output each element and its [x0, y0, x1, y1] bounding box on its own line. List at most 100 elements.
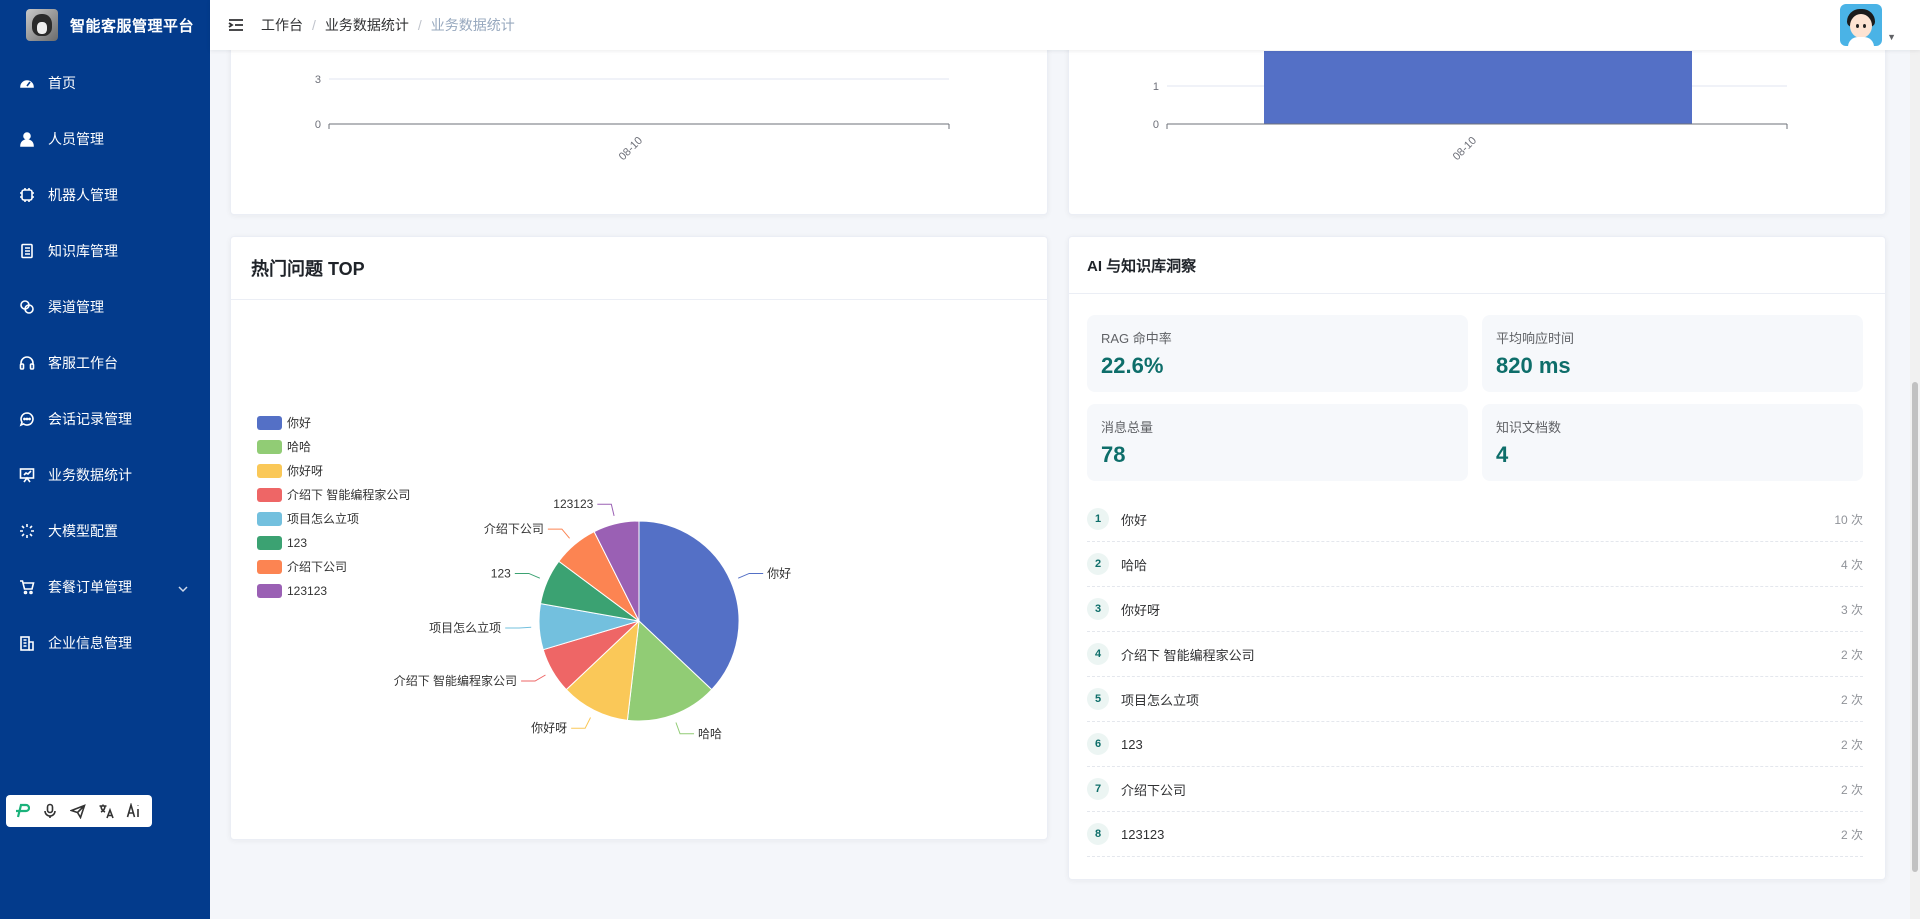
stat-value: 820 ms	[1496, 353, 1571, 378]
stat-doc-count: 知识文档数 4	[1482, 404, 1863, 481]
page-scrollbar-thumb[interactable]	[1912, 382, 1918, 872]
list-item: 8 123123 2 次	[1087, 812, 1863, 857]
chart-bar	[1264, 51, 1692, 124]
breadcrumb: 工作台 / 业务数据统计 / 业务数据统计	[261, 15, 515, 35]
pie-label: 你好	[767, 566, 791, 580]
card-header: AI 与知识库洞察	[1069, 237, 1885, 294]
pie-label: 你好呀	[531, 721, 567, 735]
translate-icon[interactable]	[96, 801, 116, 821]
list-item: 2 哈哈 4 次	[1087, 542, 1863, 587]
sidebar-item-label: 会话记录管理	[48, 411, 132, 427]
rank-count: 10 次	[1834, 512, 1863, 527]
pie-slice[interactable]	[638, 520, 740, 691]
legend-swatch[interactable]	[257, 464, 282, 478]
pie-label: 介绍下公司	[484, 522, 544, 536]
pie-slice[interactable]	[626, 619, 713, 722]
brand-title: 智能客服管理平台	[70, 17, 195, 35]
sidebar-item-workbench[interactable]: 客服工作台	[0, 335, 210, 391]
ai-insight-card: AI 与知识库洞察 RAG 命中率 22.6% 平均响应时间 820 ms 消息…	[1068, 236, 1886, 880]
rank-count: 2 次	[1840, 692, 1863, 707]
legend-swatch[interactable]	[257, 512, 282, 526]
breadcrumb-separator: /	[312, 17, 316, 33]
legend-label[interactable]: 介绍下 智能编程家公司	[287, 487, 410, 502]
caret-down-icon[interactable]: ▼	[1887, 32, 1896, 42]
pie-label: 123123	[553, 497, 593, 511]
sidebar-item-orders[interactable]: 套餐订单管理	[0, 559, 210, 615]
rank-question: 你好呀	[1121, 602, 1161, 618]
card-header: 热门问题 TOP	[231, 237, 1047, 300]
sidebar-item-channels[interactable]: 渠道管理	[0, 279, 210, 335]
y-tick-label: 0	[315, 119, 321, 131]
rank-number: 4	[1087, 643, 1109, 665]
x-tick-label: 08-10	[617, 135, 645, 163]
send-icon[interactable]	[68, 801, 88, 821]
sidebar-item-label: 知识库管理	[48, 243, 118, 259]
legend-swatch[interactable]	[257, 536, 282, 550]
sidebar-item-sessions[interactable]: 会话记录管理	[0, 391, 210, 447]
list-item: 7 介绍下公司 2 次	[1087, 767, 1863, 812]
chip-icon	[19, 187, 35, 203]
stat-label: 消息总量	[1101, 420, 1154, 435]
plugin-logo-icon[interactable]	[12, 801, 32, 821]
brand[interactable]: 智能客服管理平台	[0, 0, 210, 50]
rank-question: 项目怎么立项	[1121, 692, 1200, 708]
legend-swatch[interactable]	[257, 440, 282, 454]
legend-label[interactable]: 你好呀	[287, 464, 323, 478]
microphone-icon[interactable]	[40, 801, 60, 821]
sidebar-item-label: 大模型配置	[48, 523, 118, 539]
legend-swatch[interactable]	[257, 584, 282, 598]
pie-label-line	[571, 717, 591, 729]
link-icon	[19, 299, 35, 315]
x-tick-label: 08-10	[1451, 135, 1479, 163]
stat-grid: RAG 命中率 22.6% 平均响应时间 820 ms 消息总量 78 知识文档…	[1087, 315, 1863, 481]
sidebar-item-robots[interactable]: 机器人管理	[0, 167, 210, 223]
legend-label[interactable]: 介绍下公司	[287, 560, 347, 574]
legend-label[interactable]: 项目怎么立项	[287, 511, 359, 526]
book-icon	[19, 243, 35, 259]
card-title: AI 与知识库洞察	[1087, 257, 1197, 275]
floating-toolbar	[6, 795, 152, 827]
sidebar-item-llm-config[interactable]: 大模型配置	[0, 503, 210, 559]
sidebar-item-company[interactable]: 企业信息管理	[0, 615, 210, 671]
rank-number: 8	[1087, 823, 1109, 845]
legend-label[interactable]: 123123	[287, 584, 327, 598]
sidebar-item-label: 套餐订单管理	[48, 579, 132, 595]
stat-value: 4	[1496, 442, 1509, 467]
legend-swatch[interactable]	[257, 488, 282, 502]
pie-slice[interactable]	[565, 619, 640, 721]
brand-logo	[26, 9, 58, 41]
legend-swatch[interactable]	[257, 560, 282, 574]
rank-question: 哈哈	[1121, 557, 1148, 573]
sidebar-item-label: 机器人管理	[48, 187, 118, 203]
sidebar-menu: 首页 人员管理 机器人管理 知识库管理 渠道管理 客服工作台 会话记录管理 业	[0, 55, 210, 671]
stat-message-total: 消息总量 78	[1087, 404, 1468, 481]
pie-slice[interactable]	[593, 520, 640, 622]
pie-label-line	[514, 572, 541, 579]
sidebar-item-users[interactable]: 人员管理	[0, 111, 210, 167]
legend-label[interactable]: 123	[287, 536, 307, 550]
chat-icon	[19, 411, 35, 427]
pie-label-line	[505, 626, 532, 629]
sidebar-item-knowledge[interactable]: 知识库管理	[0, 223, 210, 279]
cart-icon	[19, 579, 35, 595]
card-title: 热门问题 TOP	[251, 259, 365, 279]
bar-chart: 1 0 08-10	[1153, 51, 1788, 163]
legend-swatch[interactable]	[257, 416, 282, 430]
legend-label[interactable]: 你好	[287, 416, 311, 430]
sidebar-item-statistics[interactable]: 业务数据统计	[0, 447, 210, 503]
rank-count: 3 次	[1840, 602, 1863, 617]
breadcrumb-item-workbench[interactable]: 工作台	[261, 17, 303, 33]
rank-question: 介绍下 智能编程家公司	[1121, 647, 1255, 663]
breadcrumb-item-statistics[interactable]: 业务数据统计	[324, 17, 409, 33]
office-icon	[19, 635, 35, 651]
user-avatar[interactable]	[1840, 4, 1882, 46]
sidebar-item-home[interactable]: 首页	[0, 55, 210, 111]
headset-icon	[19, 355, 35, 371]
rank-question: 123	[1121, 736, 1143, 752]
rank-question: 你好	[1121, 512, 1148, 528]
legend-label[interactable]: 哈哈	[287, 440, 311, 454]
ai-icon[interactable]	[124, 801, 144, 821]
menu-fold-icon[interactable]	[227, 16, 245, 34]
y-tick-label: 1	[1153, 81, 1159, 93]
loading-icon	[19, 523, 35, 539]
